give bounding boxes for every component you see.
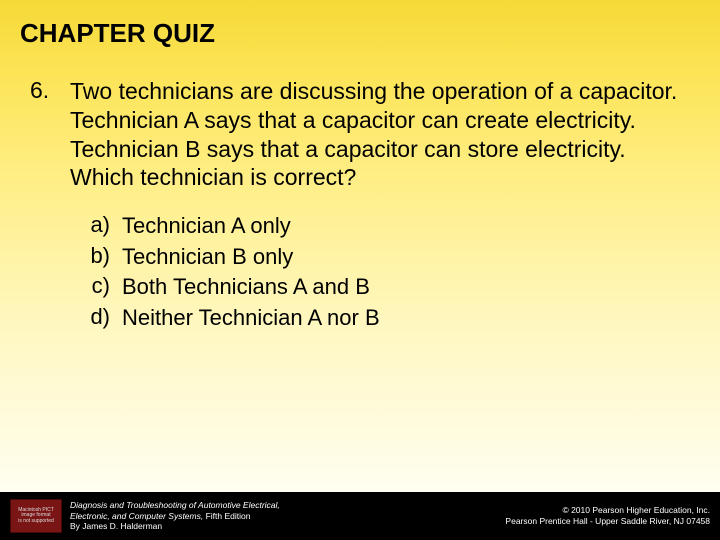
img-placeholder-line: is not supported [18, 519, 54, 525]
question-block: 6. Two technicians are discussing the op… [0, 49, 720, 332]
option-letter: c) [82, 273, 122, 299]
book-line-1: Diagnosis and Troubleshooting of Automot… [70, 500, 280, 511]
option-b: b) Technician B only [82, 243, 680, 272]
question-number: 6. [28, 77, 70, 104]
copyright-line-2: Pearson Prentice Hall - Upper Saddle Riv… [505, 516, 710, 527]
image-placeholder-icon: Macintosh PICT image format is not suppo… [10, 499, 62, 533]
option-text: Technician A only [122, 212, 291, 241]
option-a: a) Technician A only [82, 212, 680, 241]
option-d: d) Neither Technician A nor B [82, 304, 680, 333]
option-letter: a) [82, 212, 122, 238]
book-line-2-italic: Electronic, and Computer Systems, [70, 511, 203, 521]
question-row: 6. Two technicians are discussing the op… [28, 77, 680, 192]
option-letter: d) [82, 304, 122, 330]
page-title: CHAPTER QUIZ [0, 0, 720, 49]
option-text: Technician B only [122, 243, 293, 272]
footer-copyright: © 2010 Pearson Higher Education, Inc. Pe… [505, 505, 710, 526]
options-list: a) Technician A only b) Technician B onl… [28, 212, 680, 332]
option-c: c) Both Technicians A and B [82, 273, 680, 302]
option-text: Both Technicians A and B [122, 273, 370, 302]
book-line-2-plain: Fifth Edition [203, 511, 250, 521]
footer-book-info: Diagnosis and Troubleshooting of Automot… [70, 500, 280, 532]
book-line-2: Electronic, and Computer Systems, Fifth … [70, 511, 280, 522]
copyright-line-1: © 2010 Pearson Higher Education, Inc. [505, 505, 710, 516]
book-line-3: By James D. Halderman [70, 521, 280, 532]
footer-bar: Macintosh PICT image format is not suppo… [0, 492, 720, 540]
footer-left: Macintosh PICT image format is not suppo… [10, 499, 280, 533]
option-text: Neither Technician A nor B [122, 304, 380, 333]
option-letter: b) [82, 243, 122, 269]
question-text: Two technicians are discussing the opera… [70, 77, 680, 192]
